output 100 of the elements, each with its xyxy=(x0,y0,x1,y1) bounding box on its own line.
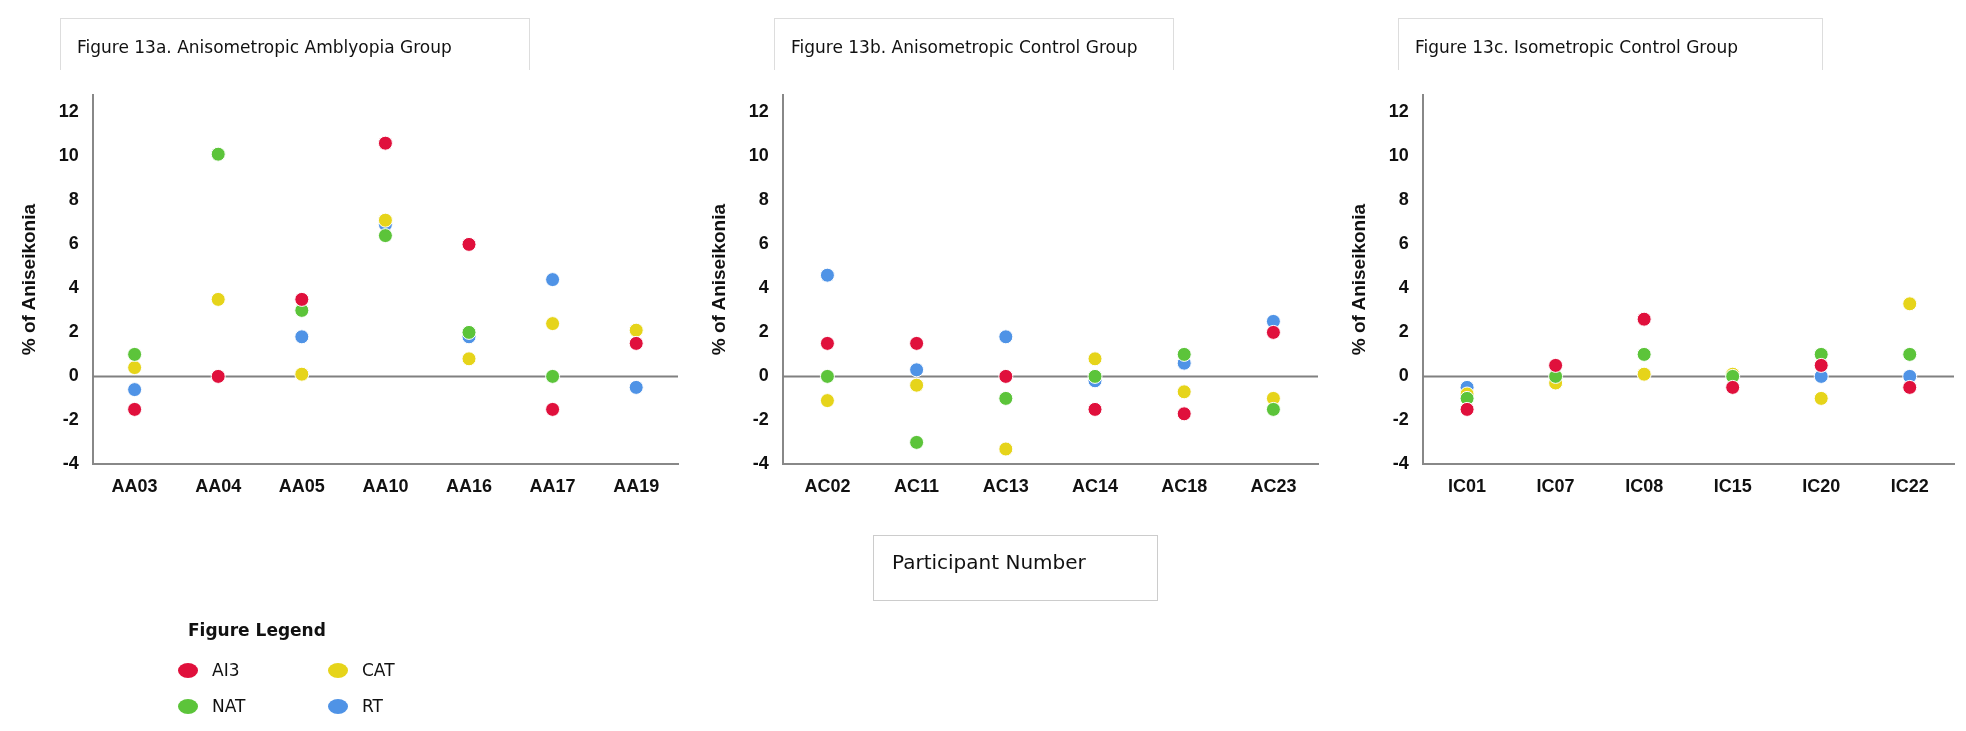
legend-label: RT xyxy=(362,696,383,716)
y-tick-label: 12 xyxy=(748,101,769,122)
point xyxy=(461,324,477,340)
point xyxy=(1087,368,1103,384)
point xyxy=(998,368,1014,384)
y-axis-title: % of Aniseikonia xyxy=(17,203,39,356)
point xyxy=(1176,384,1192,400)
y-tick-label: 10 xyxy=(1388,145,1409,166)
point xyxy=(1725,379,1741,395)
y-tick-label: 12 xyxy=(1388,101,1409,122)
point xyxy=(127,360,143,376)
point xyxy=(377,212,393,228)
point xyxy=(461,351,477,367)
y-tick-label: 8 xyxy=(758,189,769,210)
x-tick-label: IC22 xyxy=(1890,476,1929,497)
y-tick-label: 12 xyxy=(58,101,79,122)
point xyxy=(819,368,835,384)
y-tick-label: 4 xyxy=(1398,277,1409,298)
point xyxy=(998,390,1014,406)
y-tick-label: -2 xyxy=(1392,409,1409,430)
point xyxy=(127,382,143,398)
point xyxy=(545,401,561,417)
point xyxy=(545,368,561,384)
y-tick-label: 2 xyxy=(1398,321,1409,342)
x-tick-label: AA03 xyxy=(111,476,158,497)
point xyxy=(1902,296,1918,312)
y-tick-label: 0 xyxy=(1398,365,1409,386)
point xyxy=(819,267,835,283)
y-tick-label: -2 xyxy=(752,409,769,430)
legend-title: Figure Legend xyxy=(188,620,327,640)
x-tick-label: AC02 xyxy=(804,476,851,497)
x-axis-title: Participant Number xyxy=(873,535,1158,601)
point xyxy=(461,236,477,252)
point xyxy=(1087,351,1103,367)
point xyxy=(909,335,925,351)
y-tick-label: -4 xyxy=(1392,453,1409,474)
y-tick-label: 4 xyxy=(68,277,79,298)
x-tick-label: AC23 xyxy=(1250,476,1297,497)
y-tick-label: -4 xyxy=(752,453,769,474)
point xyxy=(545,316,561,332)
point xyxy=(909,377,925,393)
chart-title: Figure 13a. Anisometropic Amblyopia Group xyxy=(60,18,530,70)
point xyxy=(127,401,143,417)
x-tick-label: IC20 xyxy=(1802,476,1841,497)
point xyxy=(1265,401,1281,417)
x-tick-label: AA17 xyxy=(529,476,576,497)
point xyxy=(1087,401,1103,417)
point xyxy=(819,335,835,351)
y-tick-label: 0 xyxy=(758,365,769,386)
point xyxy=(628,322,644,338)
point xyxy=(294,329,310,345)
point xyxy=(909,362,925,378)
x-tick-label: AA05 xyxy=(278,476,325,497)
x-tick-label: IC01 xyxy=(1448,476,1487,497)
point xyxy=(1548,357,1564,373)
x-tick-label: AC18 xyxy=(1161,476,1208,497)
x-tick-label: AA16 xyxy=(445,476,493,497)
chart-title: Figure 13c. Isometropic Control Group xyxy=(1398,18,1823,70)
point xyxy=(1636,311,1652,327)
point xyxy=(294,366,310,382)
y-tick-label: 0 xyxy=(68,365,79,386)
point xyxy=(1636,366,1652,382)
point xyxy=(1813,357,1829,373)
point xyxy=(998,441,1014,457)
y-tick-label: 6 xyxy=(758,233,769,254)
legend-label: NAT xyxy=(212,696,246,716)
point xyxy=(1902,379,1918,395)
point xyxy=(628,335,644,351)
x-tick-label: IC08 xyxy=(1625,476,1664,497)
x-tick-label: AC14 xyxy=(1071,476,1119,497)
x-tick-label: AA19 xyxy=(613,476,660,497)
y-tick-label: 2 xyxy=(68,321,79,342)
point xyxy=(628,379,644,395)
point xyxy=(210,291,226,307)
x-tick-label: IC15 xyxy=(1713,476,1752,497)
y-axis-title: % of Aniseikonia xyxy=(1347,203,1369,356)
point xyxy=(1902,346,1918,362)
chart-title: Figure 13b. Anisometropic Control Group xyxy=(774,18,1174,70)
point xyxy=(545,272,561,288)
point xyxy=(210,368,226,384)
point xyxy=(1813,390,1829,406)
point xyxy=(1176,406,1192,422)
y-axis-title: % of Aniseikonia xyxy=(707,203,729,356)
y-tick-label: 10 xyxy=(58,145,79,166)
y-tick-label: 8 xyxy=(1398,189,1409,210)
x-tick-label: AC11 xyxy=(894,476,940,497)
y-tick-label: 8 xyxy=(68,189,79,210)
point xyxy=(998,329,1014,345)
y-tick-label: 4 xyxy=(758,277,769,298)
point xyxy=(1176,346,1192,362)
y-tick-label: 6 xyxy=(68,233,79,254)
point xyxy=(127,346,143,362)
x-tick-label: AC13 xyxy=(982,476,1029,497)
legend-label: CAT xyxy=(362,660,395,680)
y-tick-label: 2 xyxy=(758,321,769,342)
x-tick-label: AA04 xyxy=(195,476,242,497)
x-tick-label: AA10 xyxy=(362,476,409,497)
point xyxy=(294,291,310,307)
y-tick-label: -2 xyxy=(62,409,79,430)
point xyxy=(377,135,393,151)
